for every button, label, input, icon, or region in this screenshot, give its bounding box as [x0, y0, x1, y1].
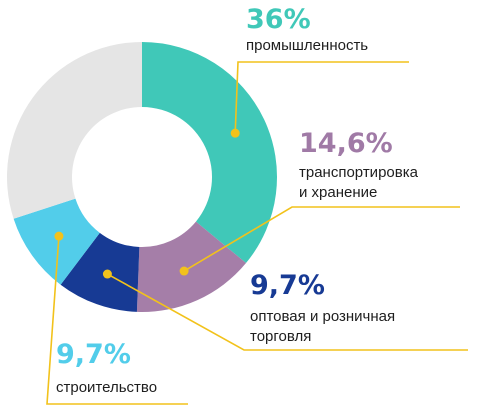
category-label-industry: промышленность: [246, 37, 368, 54]
donut-slice-other: [6, 42, 142, 219]
donut-slices: [6, 42, 277, 312]
leader-line-construction: [46, 236, 188, 405]
donut-slice-industry: [142, 42, 277, 264]
leader-dot-construction: [54, 231, 64, 241]
leader-lines: [46, 61, 468, 405]
value-label-transport: 14,6%: [299, 128, 393, 159]
leader-line-industry: [234, 61, 409, 134]
category-label-transport-line2: и хранение: [299, 184, 377, 201]
leader-line-trade: [107, 273, 468, 351]
leader-dot-industry: [230, 128, 240, 138]
category-label-transport-line1: транспортировка: [299, 164, 419, 181]
value-label-construction: 9,7%: [56, 339, 131, 370]
leader-dot-trade: [102, 269, 112, 279]
donut-slice-trade: [60, 232, 140, 312]
category-label-construction: строительство: [56, 379, 157, 396]
value-label-trade: 9,7%: [250, 270, 325, 301]
category-label-trade-line2: торговля: [250, 328, 311, 345]
donut-slice-construction: [13, 198, 100, 285]
leader-dot-transport: [179, 266, 189, 276]
category-label-trade-line1: оптовая и розничная: [250, 308, 395, 325]
leader-line-transport: [183, 206, 460, 272]
value-label-industry: 36%: [246, 4, 311, 35]
